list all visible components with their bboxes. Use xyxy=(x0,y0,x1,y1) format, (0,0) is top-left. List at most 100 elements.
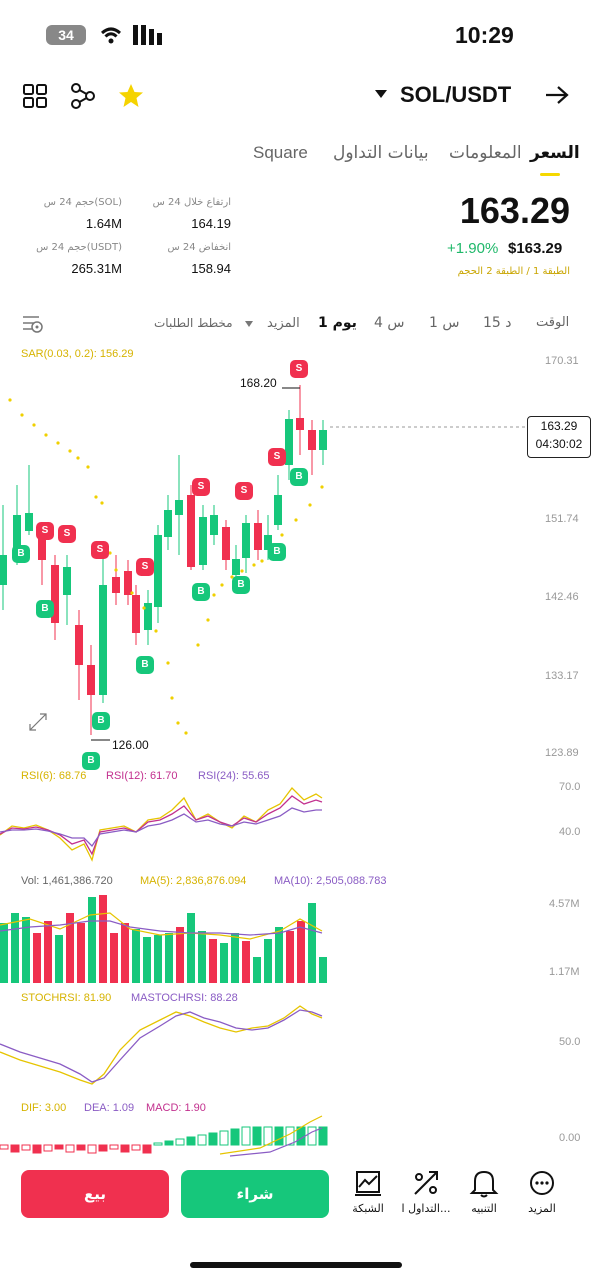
vol-ma10-label: MA(10): 2,505,088.783 xyxy=(274,875,387,887)
buy-signal-tag: B xyxy=(290,468,308,486)
layer-volume-toggle[interactable]: الطبقة 1 / الطبقة 2 الحجم xyxy=(457,266,570,277)
sell-signal-tag: S xyxy=(136,558,154,576)
home-indicator xyxy=(190,1262,402,1268)
mastochrsi-label: MASTOCHRSI: 88.28 xyxy=(131,992,238,1004)
macd-dif-label: DIF: 3.00 xyxy=(21,1102,67,1114)
buy-signal-tag: B xyxy=(136,656,154,674)
current-price-value: 163.29 xyxy=(540,419,578,433)
expand-icon[interactable] xyxy=(28,712,48,732)
nav-more-label: المزيد xyxy=(528,1202,556,1215)
sell-signal-tag: S xyxy=(268,448,286,466)
buy-signal-tag: B xyxy=(192,583,210,601)
arrow-right-icon[interactable] xyxy=(544,84,570,106)
tf-more[interactable]: المزيد xyxy=(267,316,300,331)
high-value: 164.19 xyxy=(191,216,231,231)
pair-title[interactable]: SOL/USDT xyxy=(400,82,512,107)
star-icon[interactable] xyxy=(118,83,144,109)
sell-signal-tag: S xyxy=(58,525,76,543)
low-value: 158.94 xyxy=(191,261,231,276)
nav-trade[interactable]: التداول ا... xyxy=(396,1168,456,1215)
vol-usdt-value: 265.31M xyxy=(71,261,122,276)
low-label: انخفاض 24 س xyxy=(167,242,231,253)
signal-icon xyxy=(133,25,162,45)
vol-axis-top: 4.57M xyxy=(549,898,580,910)
caret-down-icon xyxy=(245,321,253,327)
rsi-axis-40: 40.0 xyxy=(559,826,581,838)
tf-time[interactable]: الوقت xyxy=(536,315,570,330)
current-price-box: 163.29 04:30:02 xyxy=(527,416,591,458)
sell-button[interactable]: بيع xyxy=(21,1170,169,1218)
sell-signal-tag: S xyxy=(91,541,109,559)
tf-1d[interactable]: 1 يوم xyxy=(318,315,357,331)
price-change: +1.90% xyxy=(447,240,499,257)
tf-1h[interactable]: 1 س xyxy=(429,315,460,331)
battery-indicator: 34 xyxy=(46,25,86,45)
sell-signal-tag: S xyxy=(290,360,308,378)
y-axis-3: 142.46 xyxy=(545,591,579,603)
nav-grid[interactable]: الشبكة xyxy=(338,1168,398,1215)
rsi-chart xyxy=(0,787,323,862)
rsi-axis-70: 70.0 xyxy=(559,781,581,793)
orderbook-chart-tab[interactable]: مخطط الطلبات xyxy=(154,316,233,330)
tab-trading-data[interactable]: بيانات التداول xyxy=(333,143,429,163)
sell-signal-tag: S xyxy=(36,522,54,540)
wifi-icon xyxy=(101,27,121,44)
macd-axis-zero: 0.00 xyxy=(559,1132,581,1144)
buy-signal-tag: B xyxy=(36,600,54,618)
buy-signal-tag: B xyxy=(92,712,110,730)
y-axis-1: 170.31 xyxy=(545,355,579,367)
trade-bot-icon xyxy=(414,1171,438,1195)
countdown-value: 04:30:02 xyxy=(535,437,583,451)
y-axis-4: 133.17 xyxy=(545,670,579,682)
indicator-settings-icon[interactable] xyxy=(22,314,44,334)
dropdown-triangle-icon[interactable] xyxy=(375,90,387,100)
vol-label: Vol: 1,461,386.720 xyxy=(21,875,113,887)
nav-alert[interactable]: التنبيه xyxy=(454,1168,514,1215)
low-marker-label: 126.00 xyxy=(112,738,149,752)
y-axis-2: 151.74 xyxy=(545,513,579,525)
vol-usdt-label: حجم 24 س(USDT) xyxy=(36,242,122,253)
more-icon xyxy=(530,1171,554,1195)
high-marker-label: 168.20 xyxy=(240,376,277,390)
rsi24-label: RSI(24): 55.65 xyxy=(198,770,270,782)
grid-trading-icon xyxy=(355,1171,381,1196)
share-icon[interactable] xyxy=(70,82,96,110)
sar-label: SAR(0.03, 0.2): 156.29 xyxy=(21,348,134,360)
sell-signal-tag: S xyxy=(192,478,210,496)
volume-chart xyxy=(0,895,327,983)
vol-ma5-label: MA(5): 2,836,876.094 xyxy=(140,875,247,887)
price-usd: $163.29 xyxy=(508,240,563,257)
stoch-axis-50: 50.0 xyxy=(559,1036,581,1048)
buy-signal-tag: B xyxy=(82,752,100,770)
last-price: 163.29 xyxy=(459,190,570,231)
stochrsi-label: STOCHRSI: 81.90 xyxy=(21,992,112,1004)
sell-signal-tag: S xyxy=(235,482,253,500)
status-time: 10:29 xyxy=(455,22,514,48)
tab-price[interactable]: السعر xyxy=(530,143,580,163)
nav-alert-label: التنبيه xyxy=(471,1202,497,1215)
buy-signal-tag: B xyxy=(268,543,286,561)
nav-more[interactable]: المزيد xyxy=(512,1168,572,1215)
stochrsi-chart xyxy=(0,1005,323,1085)
tab-underline xyxy=(540,173,560,176)
buy-signal-tag: B xyxy=(232,576,250,594)
tf-15m[interactable]: 15 د xyxy=(483,315,512,331)
vol-axis-bottom: 1.17M xyxy=(549,966,580,978)
tf-4h[interactable]: 4 س xyxy=(374,315,405,331)
rsi12-label: RSI(12): 61.70 xyxy=(106,770,178,782)
nav-trade-label: التداول ا... xyxy=(401,1202,451,1215)
candlestick-chart[interactable] xyxy=(0,355,540,775)
buy-signal-tag: B xyxy=(12,545,30,563)
grid-icon[interactable] xyxy=(23,84,47,108)
macd-dea-label: DEA: 1.09 xyxy=(84,1102,135,1114)
macd-value-label: MACD: 1.90 xyxy=(146,1102,206,1114)
nav-grid-label: الشبكة xyxy=(352,1202,384,1215)
vol-sol-label: حجم 24 س(SOL) xyxy=(43,197,122,208)
vol-sol-value: 1.64M xyxy=(85,216,122,231)
macd-chart xyxy=(0,1115,328,1157)
tab-square[interactable]: Square xyxy=(253,143,308,162)
y-axis-5: 123.89 xyxy=(545,747,579,759)
tab-info[interactable]: المعلومات xyxy=(449,143,522,163)
high-label: ارتفاع خلال 24 س xyxy=(152,197,231,208)
buy-button[interactable]: شراء xyxy=(181,1170,329,1218)
